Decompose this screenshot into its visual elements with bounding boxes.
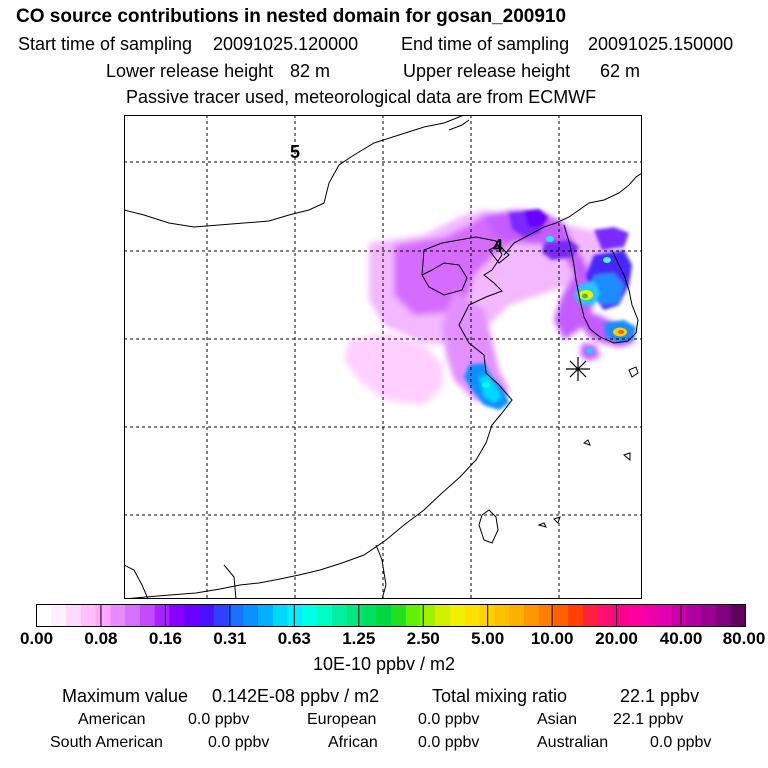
figure-title: CO source contributions in nested domain… xyxy=(16,6,567,27)
colorbar-cell xyxy=(361,604,377,627)
colorbar-cell xyxy=(272,604,289,627)
colorbar-cell xyxy=(125,604,141,627)
end-time-label: End time of sampling xyxy=(401,34,570,54)
region-south-american-value: 0.0 ppbv xyxy=(208,734,270,751)
tracer-note: Passive tracer used, meteorological data… xyxy=(126,87,597,107)
lat-lon-grid xyxy=(124,115,642,599)
colorbar-cell xyxy=(95,604,111,627)
colorbar-tick-label: 1.25 xyxy=(342,629,376,648)
colorbar-cell xyxy=(568,604,584,627)
region-asian-value: 22.1 ppbv xyxy=(613,711,684,728)
colorbar-tick-label: 2.50 xyxy=(406,629,440,648)
colorbar-cell xyxy=(420,604,436,627)
total-mixing-label: Total mixing ratio xyxy=(432,686,568,706)
colorbar-cell xyxy=(36,604,52,627)
colorbar-tick-label: 0.00 xyxy=(19,629,54,648)
colorbar-units: 10E-10 ppbv / m2 xyxy=(312,654,456,674)
map-panel: 5 4 xyxy=(124,115,642,599)
colorbar-cell xyxy=(450,604,466,627)
start-time-value: 20091025.120000 xyxy=(213,34,359,54)
colorbar-cell xyxy=(51,604,67,627)
colorbar-cell xyxy=(523,604,540,627)
colorbar-cell xyxy=(110,604,126,627)
colorbar-cell xyxy=(302,604,318,627)
colorbar-cell xyxy=(405,604,421,627)
region-australian-value: 0.0 ppbv xyxy=(650,734,712,751)
colorbar-cell xyxy=(612,604,628,627)
colorbar-cell xyxy=(184,604,200,627)
colorbar-cell xyxy=(317,604,333,627)
upper-release-label: Upper release height xyxy=(403,61,571,81)
colorbar-cell xyxy=(287,604,303,627)
grid-label-5: 5 xyxy=(290,142,300,162)
lower-release-label: Lower release height xyxy=(106,61,274,81)
colorbar-cell xyxy=(391,604,407,627)
colorbar-cell xyxy=(494,604,510,627)
plume-field xyxy=(344,209,636,410)
total-mixing-value: 22.1 ppbv xyxy=(620,686,700,706)
lower-release-value: 82 m xyxy=(290,61,331,81)
colorbar-cell xyxy=(686,604,702,627)
colorbar-cell xyxy=(213,604,229,627)
colorbar-tick-label: 0.16 xyxy=(148,629,182,648)
region-asian-label: Asian xyxy=(537,711,578,728)
colorbar-cell xyxy=(169,604,185,627)
colorbar-cell xyxy=(597,604,613,627)
colorbar-cell xyxy=(715,604,732,627)
colorbar xyxy=(36,604,746,627)
region-african-label: African xyxy=(328,734,378,751)
region-american-value: 0.0 ppbv xyxy=(188,711,250,728)
colorbar-tick-label: 20.00 xyxy=(595,629,638,648)
colorbar-tick-label: 10.00 xyxy=(530,629,574,648)
colorbar-cell xyxy=(642,604,658,627)
colorbar-cell xyxy=(154,604,170,627)
colorbar-cell xyxy=(80,604,96,627)
release-site-marker xyxy=(566,357,590,381)
colorbar-tick-label: 80.00 xyxy=(722,629,766,648)
colorbar-cell xyxy=(583,604,599,627)
region-american-label: American xyxy=(78,711,146,728)
colorbar-cell xyxy=(331,604,348,627)
colorbar-tick-label: 0.08 xyxy=(84,629,118,648)
colorbar-cell xyxy=(627,604,643,627)
colorbar-cell xyxy=(198,604,215,627)
region-european-value: 0.0 ppbv xyxy=(418,711,480,728)
colorbar-cell xyxy=(66,604,82,627)
colorbar-cell xyxy=(464,604,481,627)
region-australian-label: Australian xyxy=(537,734,609,751)
colorbar-cell xyxy=(701,604,717,627)
colorbar-cell xyxy=(538,604,554,627)
colorbar-cell xyxy=(435,604,451,627)
colorbar-cell xyxy=(243,604,259,627)
colorbar-cell xyxy=(139,604,156,627)
colorbar-cell xyxy=(346,604,362,627)
colorbar-cell xyxy=(553,604,569,627)
start-time-label: Start time of sampling xyxy=(18,34,193,54)
colorbar-cell xyxy=(671,604,687,627)
colorbar-cell xyxy=(656,604,673,627)
max-value: 0.142E-08 ppbv / m2 xyxy=(212,686,380,706)
region-south-american-label: South American xyxy=(50,734,163,751)
region-european-label: European xyxy=(307,711,377,728)
colorbar-tick-label: 5.00 xyxy=(471,629,505,648)
colorbar-cell xyxy=(258,604,274,627)
colorbar-cell xyxy=(228,604,244,627)
end-time-value: 20091025.150000 xyxy=(588,34,734,54)
colorbar-cell xyxy=(509,604,525,627)
colorbar-tick-label: 40.00 xyxy=(659,629,703,648)
upper-release-value: 62 m xyxy=(600,61,641,81)
grid-label-4: 4 xyxy=(493,236,503,256)
colorbar-tick-label: 0.31 xyxy=(213,629,247,648)
colorbar-tick-label: 0.63 xyxy=(277,629,311,648)
colorbar-cell xyxy=(376,604,392,627)
coastlines xyxy=(124,115,642,599)
region-african-value: 0.0 ppbv xyxy=(418,734,480,751)
max-value-label: Maximum value xyxy=(62,686,189,706)
colorbar-cell xyxy=(730,604,746,627)
